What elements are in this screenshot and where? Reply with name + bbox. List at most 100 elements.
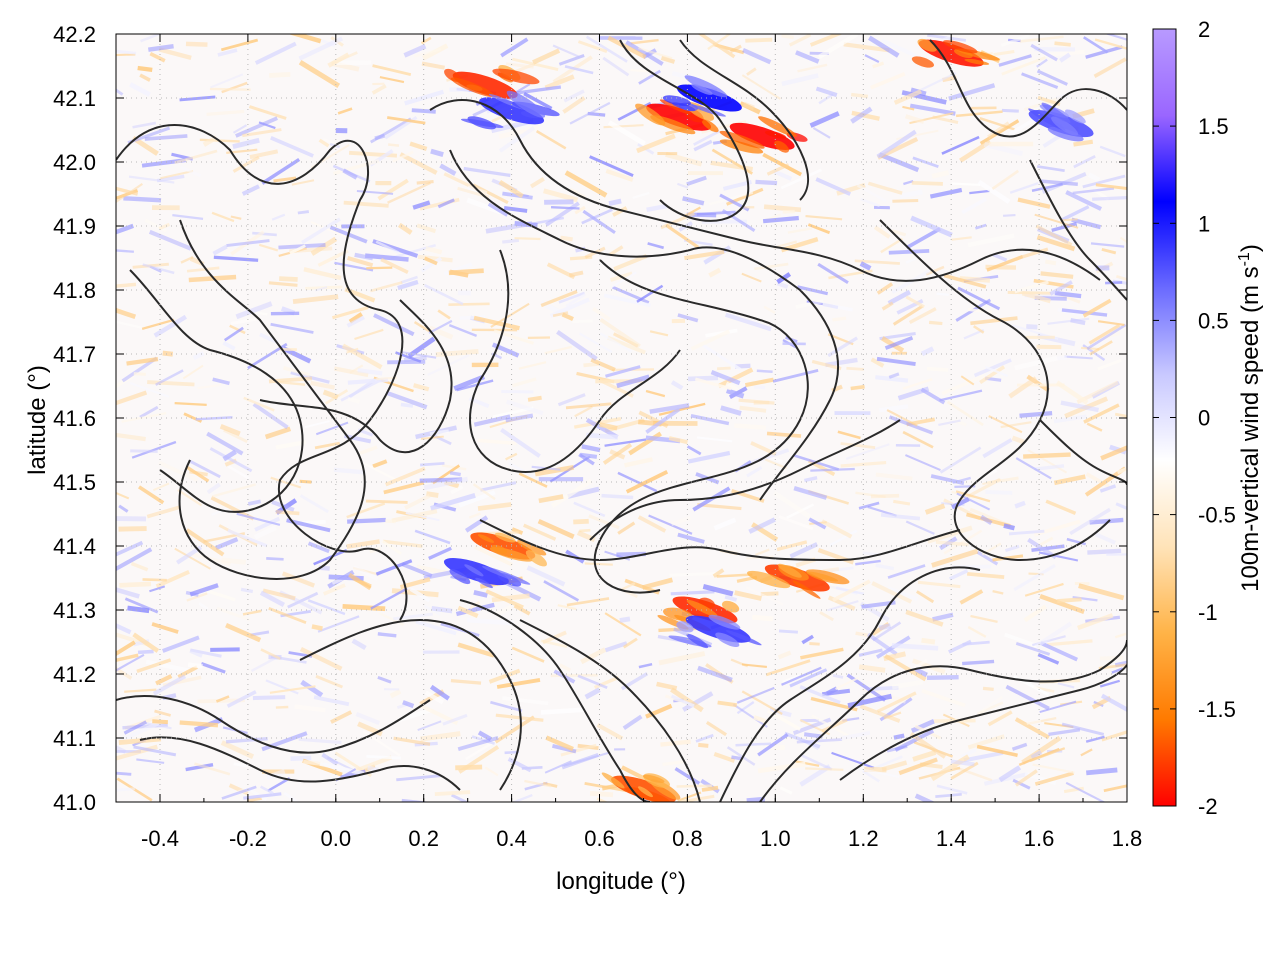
field-streak [956, 492, 991, 511]
field-streak [581, 208, 613, 225]
updraft-streak [492, 68, 540, 85]
field-streak [765, 659, 811, 677]
field-streak [982, 438, 1013, 459]
y-axis-ticks: 41.0 41.1 41.2 41.3 41.4 41.5 41.6 41.7 41.8 41.9… [53, 22, 1127, 815]
field-streak [815, 177, 852, 196]
field-streak [1034, 771, 1074, 786]
field-streak [511, 377, 537, 388]
field-streak [780, 237, 819, 253]
field-streak [891, 643, 939, 651]
field-streak [585, 35, 628, 63]
field-streak [1036, 69, 1068, 86]
field-streak [152, 482, 170, 492]
field-streak [716, 573, 753, 578]
field-streak [755, 179, 778, 186]
field-streak [1005, 684, 1050, 711]
field-streak [206, 482, 221, 495]
field-streak [660, 739, 691, 747]
field-streak [797, 285, 829, 296]
field-streak [270, 311, 300, 316]
field-streak [891, 351, 907, 355]
field-streak [695, 733, 714, 743]
field-streak [1078, 583, 1125, 601]
field-streak [875, 563, 895, 571]
field-streak [677, 532, 705, 544]
field-streak [778, 629, 798, 634]
field-streak [145, 721, 172, 730]
field-streak [291, 179, 315, 186]
field-streak [1030, 750, 1043, 760]
field-streak [472, 183, 509, 205]
field-streak [1039, 700, 1077, 714]
field-streak [140, 34, 165, 43]
field-streak [604, 438, 647, 447]
field-streak [604, 612, 642, 637]
field-streak [935, 540, 969, 547]
field-streak [249, 149, 279, 160]
field-streak [414, 529, 451, 545]
field-streak [292, 294, 339, 304]
field-streak [383, 688, 400, 691]
field-streak [346, 315, 365, 328]
field-streak [137, 649, 154, 655]
field-streak [373, 313, 415, 337]
field-streak [505, 399, 544, 416]
field-streak [473, 589, 488, 598]
field-streak [215, 537, 239, 551]
field-streak [463, 166, 511, 178]
field-streak [851, 92, 869, 99]
field-streak [1014, 280, 1049, 294]
field-streak [888, 372, 900, 379]
field-streak [298, 737, 342, 745]
updraft-streak [917, 38, 938, 52]
field-streak [216, 606, 251, 622]
field-streak [799, 685, 841, 705]
field-streak [473, 414, 511, 427]
field-streak [858, 664, 886, 673]
updraft-streak [747, 570, 791, 589]
field-streak [910, 718, 935, 733]
field-streak [1061, 205, 1090, 222]
field-streak [210, 647, 240, 652]
field-streak [973, 325, 985, 334]
field-streak [121, 356, 158, 383]
field-streak [457, 605, 479, 618]
field-streak [364, 253, 409, 262]
field-streak [963, 328, 985, 340]
field-streak [645, 389, 666, 398]
field-streak [986, 255, 1024, 272]
field-streak [875, 472, 913, 481]
field-streak [632, 191, 650, 199]
field-streak [448, 268, 484, 276]
field-streak [780, 168, 822, 190]
field-streak [869, 685, 899, 691]
field-streak [821, 519, 853, 539]
field-streak [119, 581, 152, 588]
field-streak [778, 515, 814, 531]
field-streak [501, 390, 534, 394]
terrain-contour-line [839, 664, 1127, 781]
field-streak [232, 124, 248, 134]
field-streak [584, 562, 613, 566]
field-streak [474, 545, 513, 567]
field-streak [1039, 593, 1085, 614]
field-streak [332, 306, 369, 320]
field-streak [298, 36, 344, 61]
field-streak [984, 365, 1009, 378]
field-streak [186, 266, 220, 273]
field-streak [518, 361, 547, 370]
field-streak [401, 798, 433, 802]
field-streak [764, 458, 787, 470]
field-streak [415, 619, 457, 636]
field-streak [835, 676, 860, 690]
field-streak [676, 784, 712, 788]
field-streak [720, 405, 742, 416]
field-streak [738, 398, 775, 405]
downdraft-streak [676, 621, 694, 633]
field-streak [888, 248, 930, 255]
field-streak [1094, 532, 1116, 545]
field-streak [189, 459, 221, 479]
field-streak [741, 690, 783, 716]
field-streak [902, 430, 934, 449]
field-streak [622, 637, 638, 649]
